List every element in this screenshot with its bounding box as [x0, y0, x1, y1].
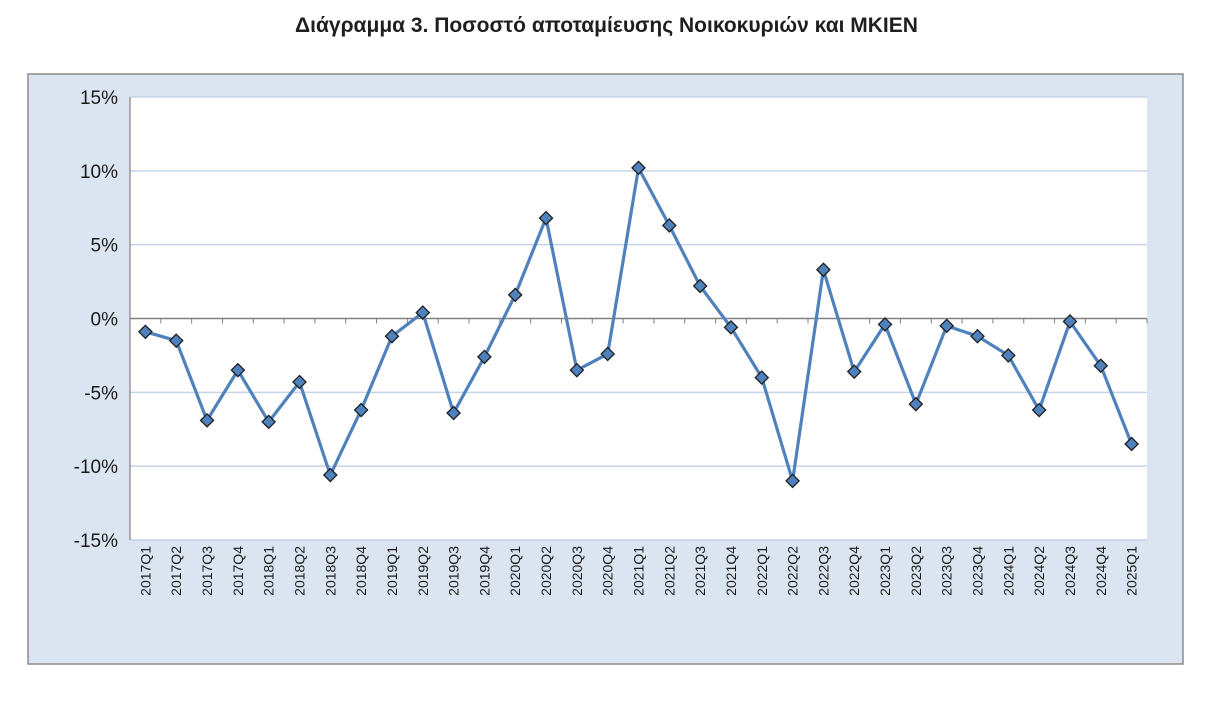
x-tick-label: 2019Q3 [446, 546, 462, 596]
data-point-marker [939, 318, 955, 334]
y-tick-label: -10% [74, 457, 118, 478]
data-point-marker [600, 346, 616, 362]
x-tick-label: 2017Q3 [199, 546, 215, 596]
y-tick-label: 0% [91, 310, 119, 331]
data-point-marker [168, 333, 184, 349]
data-point-marker [1000, 347, 1016, 363]
data-point-marker [476, 349, 492, 365]
x-tick-label: 2021Q4 [723, 546, 739, 596]
data-point-marker [137, 324, 153, 340]
data-point-marker [384, 328, 400, 344]
x-tick-label: 2019Q2 [415, 546, 431, 596]
x-tick-label: 2018Q2 [292, 546, 308, 596]
data-point-marker [754, 370, 770, 385]
x-tick-label: 2022Q2 [785, 546, 801, 596]
data-point-marker [261, 414, 277, 430]
x-tick-label: 2022Q3 [815, 546, 831, 596]
data-point-marker [538, 210, 554, 226]
data-point-marker [815, 262, 831, 278]
y-tick-label: -15% [74, 531, 118, 552]
y-tick-label: -5% [84, 383, 118, 404]
data-point-marker [199, 412, 215, 428]
data-point-marker [785, 473, 801, 489]
y-tick-label: 5% [91, 236, 119, 257]
data-point-marker [908, 396, 924, 412]
data-point-marker [292, 374, 307, 390]
data-point-marker [692, 278, 708, 294]
data-point-marker [1093, 358, 1109, 374]
data-point-marker [569, 362, 585, 378]
x-tick-label: 2017Q1 [137, 546, 153, 596]
series [137, 160, 1140, 489]
x-tick-label: 2024Q2 [1031, 546, 1047, 596]
x-tick-label: 2020Q2 [538, 546, 554, 596]
x-tick-label: 2023Q3 [939, 546, 955, 596]
x-tick-label: 2018Q3 [322, 546, 338, 596]
x-tick-label: 2019Q4 [476, 546, 492, 596]
data-point-marker [415, 305, 431, 321]
x-axis-ticks: 2017Q1 2017Q2 2017Q3 2017Q4 2018Q1 2018Q2 2018… [137, 546, 1139, 596]
x-tick-label: 2020Q4 [600, 546, 616, 596]
x-tick-label: 2020Q3 [569, 546, 585, 596]
data-point-marker [846, 364, 862, 380]
x-tick-label: 2018Q1 [261, 546, 277, 596]
x-tick-label: 2018Q4 [353, 546, 369, 596]
y-tick-label: 15% [80, 88, 118, 109]
x-tick-label: 2017Q2 [168, 546, 184, 596]
data-point-marker [877, 316, 893, 332]
data-point-marker [1062, 314, 1078, 329]
data-point-marker [230, 362, 246, 378]
data-point-marker [970, 328, 985, 344]
data-point-marker [507, 287, 523, 303]
x-tick-label: 2023Q1 [877, 546, 893, 596]
x-tick-label: 2024Q1 [1000, 546, 1016, 596]
x-tick-label: 2020Q1 [507, 546, 523, 596]
y-axis-ticks: 15% 10% 5% 0% -5% -10% -15% [74, 88, 118, 552]
x-tick-label: 2024Q4 [1093, 546, 1109, 596]
x-tick-label: 2022Q1 [754, 546, 770, 596]
data-point-marker [1124, 436, 1140, 452]
x-tick-label: 2021Q3 [692, 546, 708, 596]
y-tick-label: 10% [80, 162, 118, 183]
data-point-marker [1031, 402, 1047, 418]
x-tick-label: 2024Q3 [1062, 546, 1078, 596]
data-point-marker [322, 467, 338, 483]
chart-title: Διάγραμμα 3. Ποσοστό αποταμίευσης Νοικοκ… [295, 14, 918, 37]
data-point-marker [723, 319, 739, 335]
data-point-marker [353, 402, 369, 418]
data-point-marker [661, 218, 677, 233]
x-tick-label: 2021Q1 [631, 546, 647, 596]
axes [129, 97, 1148, 540]
x-tick-label: 2017Q4 [230, 546, 246, 596]
data-point-marker [631, 160, 646, 176]
x-tick-label: 2022Q4 [846, 546, 862, 596]
x-tick-label: 2023Q4 [970, 546, 986, 596]
x-tick-label: 2023Q2 [908, 546, 924, 596]
gridlines [130, 96, 1147, 541]
x-tick-label: 2025Q1 [1124, 546, 1140, 596]
data-point-marker [446, 405, 462, 421]
x-tick-label: 2019Q1 [384, 546, 400, 596]
x-tick-label: 2021Q2 [661, 546, 677, 596]
